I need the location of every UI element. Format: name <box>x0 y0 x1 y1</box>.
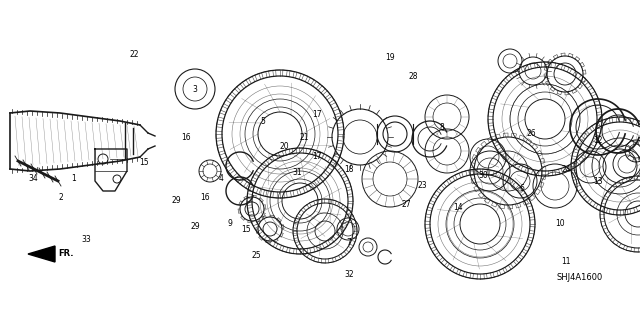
Text: 15: 15 <box>139 158 149 167</box>
Text: 17: 17 <box>312 110 322 119</box>
Text: 16: 16 <box>180 133 191 142</box>
Text: 12: 12 <box>594 136 603 145</box>
Text: 3: 3 <box>193 85 198 94</box>
Text: 29: 29 <box>171 197 181 205</box>
Text: 19: 19 <box>385 53 396 62</box>
Text: 22: 22 <box>130 50 139 59</box>
Text: 30: 30 <box>478 171 488 180</box>
Text: 9: 9 <box>228 219 233 228</box>
Text: 14: 14 <box>452 203 463 212</box>
Text: 26: 26 <box>526 130 536 138</box>
Text: 28: 28 <box>408 72 417 81</box>
Text: 8: 8 <box>439 123 444 132</box>
Text: 29: 29 <box>190 222 200 231</box>
Text: 21: 21 <box>300 133 308 142</box>
Text: 17: 17 <box>312 152 322 161</box>
Text: 13: 13 <box>593 177 604 186</box>
Text: 33: 33 <box>81 235 92 244</box>
Text: 4: 4 <box>218 174 223 183</box>
Text: 11: 11 <box>562 257 571 266</box>
Text: 20: 20 <box>280 142 290 151</box>
Text: 34: 34 <box>28 174 38 183</box>
Text: 24: 24 <box>561 165 572 174</box>
Text: 32: 32 <box>344 270 354 279</box>
Text: 7: 7 <box>346 238 351 247</box>
Polygon shape <box>28 246 55 262</box>
Text: 2: 2 <box>58 193 63 202</box>
Text: 25: 25 <box>251 251 261 260</box>
Text: 31: 31 <box>292 168 303 177</box>
Text: 10: 10 <box>555 219 565 228</box>
Text: 1: 1 <box>71 174 76 183</box>
Text: FR.: FR. <box>58 249 74 258</box>
Text: SHJ4A1600: SHJ4A1600 <box>557 272 603 281</box>
Text: 6: 6 <box>519 184 524 193</box>
Text: 23: 23 <box>417 181 428 189</box>
Text: 16: 16 <box>200 193 210 202</box>
Text: 5: 5 <box>260 117 265 126</box>
Text: 18: 18 <box>344 165 353 174</box>
Text: 15: 15 <box>241 225 252 234</box>
Text: 27: 27 <box>401 200 412 209</box>
